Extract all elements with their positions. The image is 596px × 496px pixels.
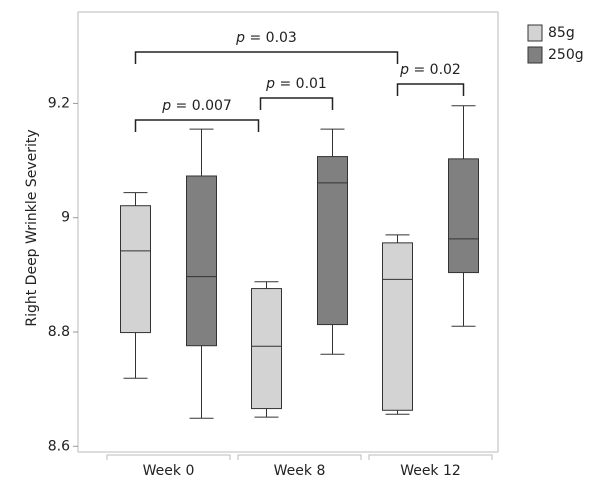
x-group-bracket	[237, 454, 362, 460]
box	[382, 242, 413, 411]
box	[317, 156, 348, 326]
plot-frame	[77, 11, 499, 453]
y-tick-label: 9.2	[48, 95, 70, 111]
box	[186, 175, 217, 347]
p-bracket	[259, 97, 334, 110]
y-tick-label: 9	[61, 210, 70, 226]
p-bracket	[134, 119, 260, 132]
p-value: p = 0.03	[235, 30, 297, 46]
legend-label: 85g	[548, 25, 575, 41]
legend-swatch	[527, 46, 543, 64]
p-value: p = 0.007	[161, 98, 232, 114]
x-group-bracket	[106, 454, 231, 460]
x-tick-label: Week 0	[143, 463, 195, 479]
x-tick-label: Week 8	[274, 463, 326, 479]
y-tick-label: 8.6	[48, 438, 70, 454]
box	[448, 158, 479, 274]
box	[251, 288, 282, 410]
legend-swatch	[527, 24, 543, 42]
p-bracket	[134, 51, 399, 64]
x-group-bracket	[368, 454, 493, 460]
box	[120, 205, 151, 334]
p-value: p = 0.02	[399, 62, 461, 78]
x-tick-label: Week 12	[400, 463, 461, 479]
y-axis-title: Right Deep Wrinkle Severity	[24, 129, 40, 326]
p-value: p = 0.01	[265, 76, 327, 92]
p-bracket	[396, 83, 465, 96]
legend-label: 250g	[548, 47, 584, 63]
y-tick-label: 8.8	[48, 324, 70, 340]
